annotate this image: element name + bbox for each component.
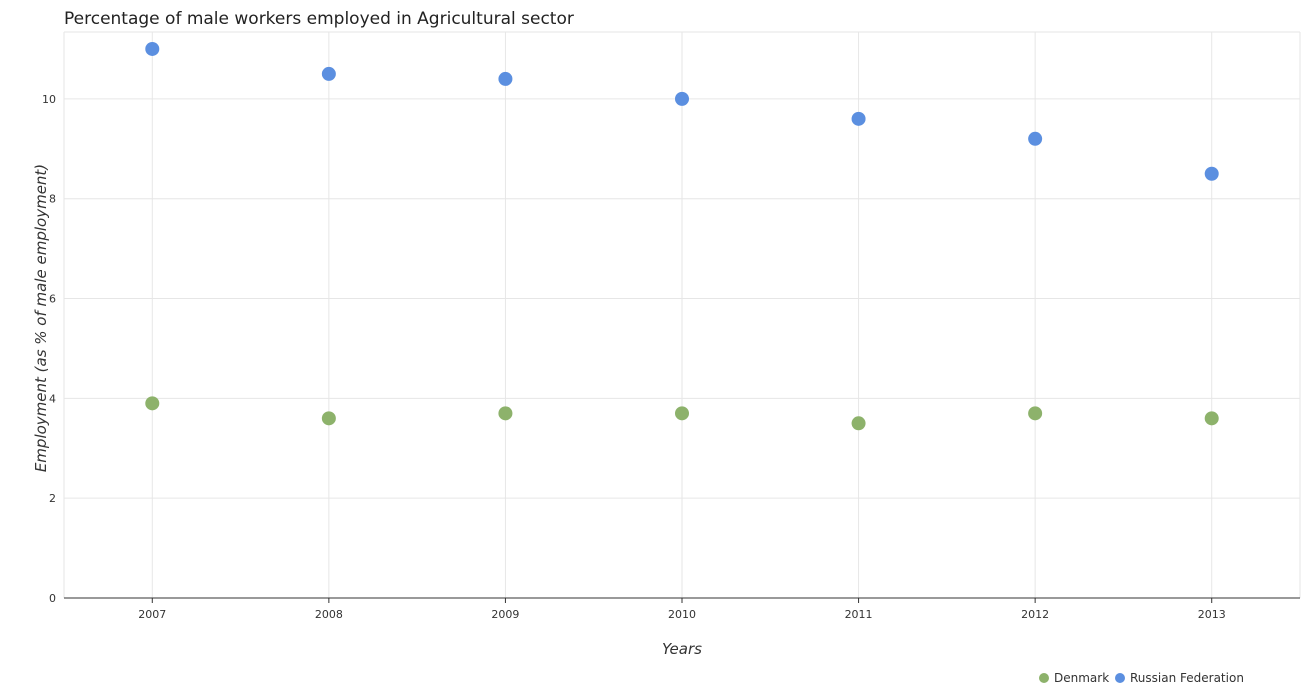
legend-marker-denmark — [1039, 673, 1049, 683]
point-russian-federation — [851, 111, 866, 126]
point-russian-federation — [1028, 131, 1043, 146]
y-tick-label: 2 — [49, 492, 56, 505]
point-russian-federation — [321, 66, 336, 81]
legend: Denmark Russian Federation — [1039, 671, 1244, 685]
x-tick-label: 2007 — [138, 608, 166, 621]
point-denmark — [851, 416, 866, 431]
y-tick-label: 8 — [49, 193, 56, 206]
x-tick-label: 2010 — [668, 608, 696, 621]
data-points — [145, 41, 1219, 431]
x-tick-label: 2008 — [315, 608, 343, 621]
y-tick-label: 10 — [42, 93, 56, 106]
point-denmark — [145, 396, 160, 411]
point-russian-federation — [145, 41, 160, 56]
x-axis-label: Years — [662, 640, 702, 658]
legend-marker-russian-federation — [1115, 673, 1125, 683]
y-tick-labels: 0 2 4 6 8 10 — [42, 93, 56, 605]
x-tick-label: 2013 — [1198, 608, 1226, 621]
point-denmark — [498, 406, 513, 421]
y-axis-label: Employment (as % of male employment) — [32, 164, 50, 472]
point-denmark — [321, 411, 336, 426]
point-denmark — [675, 406, 689, 421]
x-tick-labels: 2007 2008 2009 2010 2011 2012 2013 — [138, 598, 1226, 621]
x-tick-label: 2009 — [491, 608, 519, 621]
legend-label-denmark: Denmark — [1054, 671, 1109, 685]
point-russian-federation — [498, 71, 513, 86]
point-denmark — [1028, 406, 1043, 421]
chart-title: Percentage of male workers employed in A… — [64, 9, 574, 29]
x-tick-label: 2011 — [845, 608, 873, 621]
point-denmark — [1204, 411, 1219, 426]
y-tick-label: 4 — [49, 392, 56, 405]
y-tick-label: 6 — [49, 293, 56, 306]
x-tick-label: 2012 — [1021, 608, 1049, 621]
grid — [63, 31, 1301, 599]
point-russian-federation — [675, 91, 689, 106]
y-tick-label: 0 — [49, 592, 56, 605]
legend-label-russian-federation: Russian Federation — [1130, 671, 1244, 685]
point-russian-federation — [1204, 166, 1219, 181]
